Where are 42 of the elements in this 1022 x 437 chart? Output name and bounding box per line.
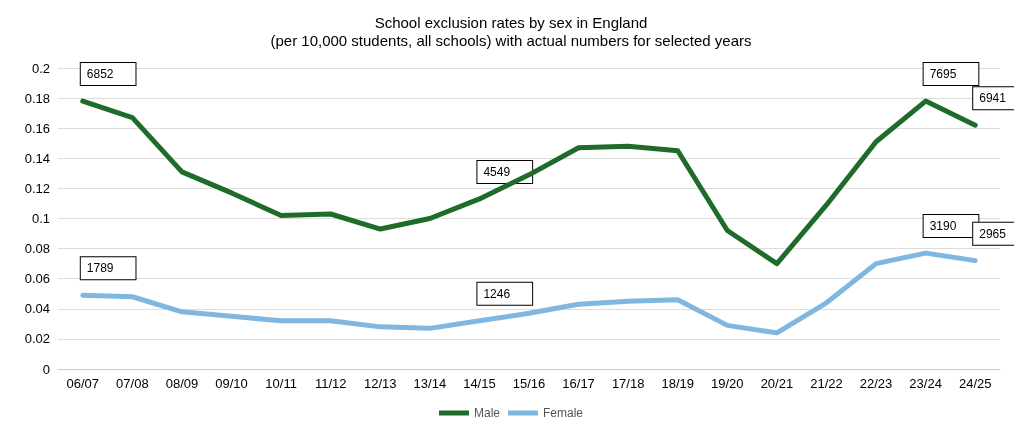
x-tick-label: 22/23 [859, 376, 893, 391]
x-tick-label: 14/15 [463, 376, 496, 391]
x-tick-label: 16/17 [562, 376, 595, 391]
annotation: 1789 [86, 261, 114, 276]
annotation: 3190 [929, 219, 957, 234]
y-tick-label: 0.2 [31, 60, 50, 76]
annotation: 2965 [979, 226, 1007, 241]
x-tick-label: 17/18 [611, 376, 645, 391]
legend-label: Female [543, 406, 584, 420]
y-tick-label: 0.12 [24, 180, 50, 196]
annotation: 6852 [86, 67, 114, 82]
y-tick-label: 0.14 [24, 150, 50, 166]
y-tick-label: 0.04 [24, 301, 50, 317]
annotation: 6941 [979, 91, 1007, 106]
y-tick-label: 0 [42, 361, 50, 377]
legend-label: Male [473, 406, 501, 420]
x-tick-label: 09/10 [215, 376, 248, 391]
x-tick-label: 18/19 [661, 376, 695, 391]
x-tick-label: 24/25 [958, 376, 992, 391]
annotation: 1246 [483, 286, 511, 301]
y-tick-label: 0.18 [24, 90, 50, 106]
chart-subtitle: (per 10,000 students, all schools) with actual numbers for selected years [270, 32, 752, 49]
x-tick-label: 20/21 [760, 376, 794, 391]
x-tick-label: 23/24 [909, 376, 942, 391]
chart-title: School exclusion rates by sex in England [374, 14, 648, 31]
y-tick-label: 0.16 [24, 120, 50, 136]
y-tick-label: 0.08 [24, 241, 50, 257]
annotation: 4549 [483, 164, 511, 179]
x-tick-label: 06/07 [66, 376, 100, 391]
x-tick-label: 11/12 [314, 376, 347, 391]
annotation: 7695 [929, 67, 957, 82]
x-tick-label: 12/13 [363, 376, 397, 391]
x-tick-label: 10/11 [265, 376, 297, 391]
x-tick-label: 08/09 [165, 376, 199, 391]
y-tick-label: 0.02 [24, 331, 50, 347]
y-tick-label: 0.1 [31, 211, 50, 226]
x-tick-label: 19/20 [711, 376, 744, 391]
x-tick-label: 07/08 [116, 376, 149, 391]
x-tick-label: 13/14 [413, 376, 447, 391]
y-tick-label: 0.06 [24, 271, 50, 287]
x-tick-label: 21/22 [810, 376, 843, 391]
x-tick-label: 15/16 [512, 376, 546, 391]
